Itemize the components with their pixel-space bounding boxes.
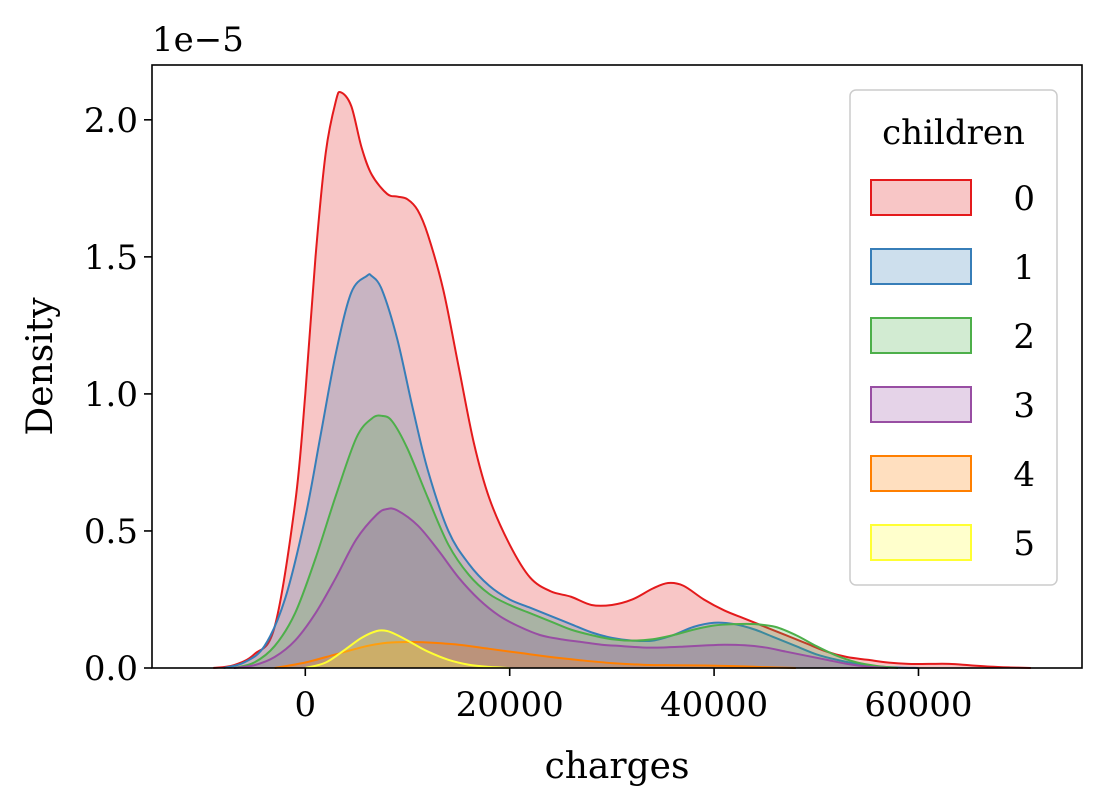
legend-label-children-4: 4 xyxy=(1013,455,1035,495)
legend-label-children-3: 3 xyxy=(1013,386,1035,426)
x-tick-label: 40000 xyxy=(660,685,768,725)
legend-label-children-0: 0 xyxy=(1013,179,1035,219)
density-area-children-2 xyxy=(233,415,899,668)
legend-swatch-children-2 xyxy=(870,317,972,354)
density-line-children-3 xyxy=(233,507,888,669)
density-area-children-5 xyxy=(305,630,510,668)
series-layer xyxy=(213,90,1031,669)
y-tick-label: 0.5 xyxy=(84,512,138,552)
legend-swatch-children-0 xyxy=(870,179,972,216)
density-area-children-3 xyxy=(233,508,888,668)
x-tick-label: 0 xyxy=(294,685,316,725)
x-tick-label: 60000 xyxy=(864,685,972,725)
x-axis: 0 20000 40000 60000 xyxy=(294,668,973,725)
legend-swatch-children-5 xyxy=(870,524,972,561)
legend-label-children-5: 5 xyxy=(1013,524,1035,564)
legend-items: 0 1 2 3 4 5 xyxy=(870,179,1035,564)
density-line-children-4 xyxy=(274,640,796,669)
legend-box xyxy=(849,89,1058,586)
density-line-children-1 xyxy=(223,273,919,669)
legend-label-children-2: 2 xyxy=(1013,317,1035,357)
x-axis-title: charges xyxy=(545,746,690,787)
y-tick-label: 1.0 xyxy=(84,375,138,415)
y-axis-title: Density xyxy=(20,297,61,436)
density-area-children-4 xyxy=(274,641,796,668)
density-line-children-5 xyxy=(305,629,510,669)
legend-swatch-children-3 xyxy=(870,386,972,423)
y-offset-text: 1e−5 xyxy=(152,20,244,60)
density-area-children-0 xyxy=(213,91,1031,669)
y-axis: 0.0 0.5 1.0 1.5 2.0 xyxy=(84,101,152,689)
y-tick-label: 1.5 xyxy=(84,238,138,278)
legend-label-children-1: 1 xyxy=(1013,248,1035,288)
legend-swatch-children-4 xyxy=(870,455,972,492)
legend: children 0 1 2 3 4 5 xyxy=(849,89,1058,586)
y-tick-label: 2.0 xyxy=(84,101,138,141)
density-area-children-1 xyxy=(223,274,919,668)
legend-title: children xyxy=(882,113,1025,153)
plot-frame xyxy=(151,64,1083,669)
y-tick-label: 0.0 xyxy=(84,649,138,689)
density-line-children-0 xyxy=(213,90,1031,669)
legend-swatch-children-1 xyxy=(870,248,972,285)
density-line-children-2 xyxy=(233,414,899,669)
x-tick-label: 20000 xyxy=(456,685,564,725)
